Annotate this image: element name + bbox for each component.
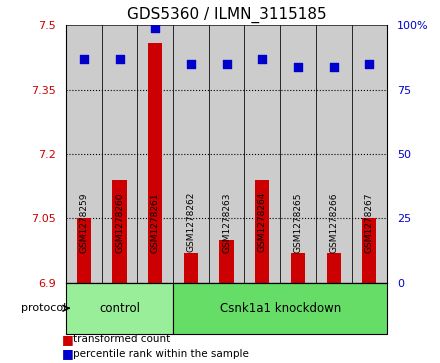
Bar: [173, 25, 209, 282]
Bar: [102, 25, 137, 282]
Point: [366, 61, 373, 67]
Bar: [291, 253, 305, 282]
Text: GSM1278267: GSM1278267: [365, 192, 374, 253]
FancyBboxPatch shape: [66, 282, 173, 334]
Bar: [137, 25, 173, 282]
Bar: [245, 25, 280, 282]
Text: GSM1278259: GSM1278259: [79, 192, 88, 253]
Point: [187, 61, 194, 67]
Text: GSM1278263: GSM1278263: [222, 192, 231, 253]
Text: percentile rank within the sample: percentile rank within the sample: [73, 349, 249, 359]
Text: ■: ■: [62, 333, 73, 346]
Text: Csnk1a1 knockdown: Csnk1a1 knockdown: [220, 302, 341, 315]
Text: GSM1278261: GSM1278261: [151, 192, 160, 253]
Bar: [66, 25, 102, 282]
Bar: [316, 25, 352, 282]
Bar: [362, 218, 377, 282]
Point: [223, 61, 230, 67]
Bar: [148, 42, 162, 282]
Title: GDS5360 / ILMN_3115185: GDS5360 / ILMN_3115185: [127, 7, 326, 23]
Text: ■: ■: [62, 347, 73, 360]
Bar: [77, 218, 91, 282]
Bar: [326, 253, 341, 282]
Text: transformed count: transformed count: [73, 334, 170, 344]
Bar: [184, 253, 198, 282]
Bar: [220, 240, 234, 282]
Text: GSM1278265: GSM1278265: [293, 192, 302, 253]
Bar: [255, 180, 269, 282]
Bar: [280, 25, 316, 282]
Text: control: control: [99, 302, 140, 315]
Point: [152, 25, 159, 31]
Bar: [209, 25, 245, 282]
Point: [116, 56, 123, 62]
Point: [81, 56, 88, 62]
Text: GSM1278264: GSM1278264: [258, 192, 267, 252]
FancyBboxPatch shape: [173, 282, 387, 334]
Bar: [352, 25, 387, 282]
Text: GSM1278266: GSM1278266: [329, 192, 338, 253]
Bar: [112, 180, 127, 282]
Point: [294, 64, 301, 69]
Text: protocol: protocol: [21, 303, 66, 313]
Text: GSM1278260: GSM1278260: [115, 192, 124, 253]
Point: [259, 56, 266, 62]
Text: GSM1278262: GSM1278262: [187, 192, 195, 252]
Point: [330, 64, 337, 69]
